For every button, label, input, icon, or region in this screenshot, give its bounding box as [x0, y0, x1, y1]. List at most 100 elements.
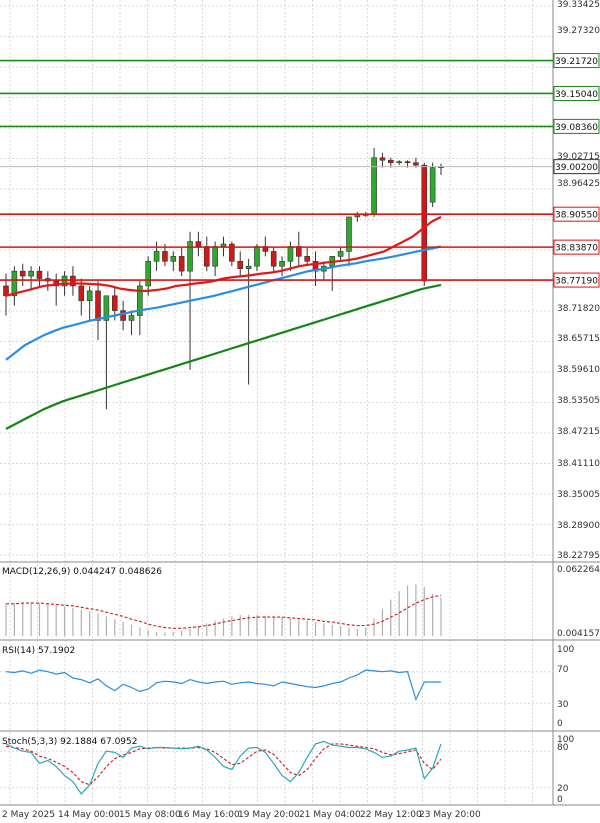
candle-body-up	[11, 270, 18, 297]
time-tick-label: 15 May 08:00	[119, 810, 181, 820]
stoch-d-line	[5, 743, 442, 786]
moving-average-blue	[5, 245, 442, 361]
candle-body-up	[287, 246, 294, 262]
candle-body-up	[187, 241, 193, 272]
macd-signal-line	[6, 594, 442, 629]
candle	[70, 266, 76, 296]
candle	[254, 244, 260, 272]
last-price-box	[553, 159, 600, 175]
candle	[45, 271, 51, 291]
candle	[287, 241, 294, 272]
candle	[396, 160, 402, 166]
candle-body-down	[19, 270, 26, 277]
candle	[245, 258, 252, 385]
rsi-tick-label: 0	[557, 719, 563, 729]
candle	[19, 263, 26, 286]
candle-body-up	[170, 256, 177, 262]
rsi-tick-label: 100	[557, 645, 574, 655]
candle	[78, 278, 85, 316]
level-label: 38.83870	[555, 244, 598, 254]
candle-body-up	[137, 285, 143, 316]
candle-body-up	[279, 260, 285, 267]
candle	[270, 246, 277, 272]
candle-body-up	[220, 243, 227, 247]
candle	[337, 246, 344, 262]
candle-body-up	[103, 295, 110, 321]
candle-body-up	[28, 270, 34, 277]
candle	[413, 157, 419, 168]
macd-panel: MACD(12,26,9) 0.044247 0.048626	[2, 567, 442, 636]
level-label: 38.77190	[555, 277, 598, 287]
price-tick-label: 38.53505	[557, 396, 600, 406]
candle	[195, 231, 202, 257]
rsi-panel: RSI(14) 57.1902	[0, 646, 553, 704]
candle	[279, 256, 285, 277]
candle-body-down	[203, 246, 210, 267]
candle	[295, 231, 302, 267]
time-tick-label: 14 May 00:00	[58, 810, 120, 820]
candle	[237, 251, 244, 277]
candle-body-down	[95, 290, 101, 321]
candle-body-up	[61, 275, 68, 287]
price-tick-label: 38.41110	[557, 459, 600, 469]
time-tick-label: 2 May 2025	[2, 810, 55, 820]
candle	[145, 256, 152, 296]
price-tick-label: 38.28900	[557, 521, 600, 531]
candle-body-up	[346, 216, 352, 252]
moving-average-green	[5, 283, 442, 430]
candle	[103, 295, 110, 410]
stoch-tick-label: 80	[557, 743, 569, 753]
candle	[53, 273, 59, 306]
rsi-tick-label: 70	[557, 665, 569, 675]
candle-body-down	[421, 164, 428, 282]
candle-body-up	[254, 246, 260, 267]
candle-body-up	[337, 251, 344, 257]
stoch-tick-label: 100	[557, 735, 574, 745]
candle-body-down	[379, 157, 386, 161]
stoch-tick-label: 20	[557, 784, 569, 794]
candle-body-down	[229, 243, 235, 262]
candle-body-down	[111, 295, 118, 311]
candle	[438, 163, 444, 176]
time-tick-label: 22 May 12:00	[360, 810, 422, 820]
level-label-box	[553, 85, 600, 101]
candle-body-down	[178, 256, 185, 272]
candle	[36, 266, 43, 286]
candle-body-down	[404, 161, 411, 163]
candle-body-up	[212, 246, 218, 267]
price-tick-label: 38.47215	[557, 427, 600, 437]
price-tick-label: 39.02715	[557, 152, 600, 162]
stoch-k-line	[5, 740, 442, 795]
level-label-box	[553, 239, 600, 255]
candle	[304, 246, 310, 267]
candle-body-down	[237, 260, 244, 269]
level-label: 39.21720	[555, 57, 598, 67]
price-tick-label: 38.35005	[557, 490, 600, 500]
grid	[0, 0, 600, 806]
level-label-box	[553, 272, 600, 288]
stoch-tick-label: 0	[557, 795, 563, 805]
candle-body-down	[36, 270, 43, 279]
macd-tick-label: 0.004157	[557, 629, 600, 639]
level-label: 39.08360	[555, 123, 598, 133]
candle-body-down	[295, 246, 302, 257]
macd-label: MACD(12,26,9) 0.044247 0.048626	[2, 567, 162, 577]
candle-body-up	[153, 251, 160, 262]
candle	[421, 162, 428, 286]
price-tick-label: 38.59610	[557, 365, 600, 375]
last-price-label: 39.00200	[555, 163, 598, 173]
candle	[203, 236, 210, 272]
rsi-line	[5, 669, 441, 702]
stoch-label: Stoch(5,3,3) 92.1884 67.0952	[2, 737, 137, 747]
rsi-tick-label: 30	[557, 700, 569, 710]
moving-average-red	[5, 215, 442, 297]
stoch-panel: Stoch(5,3,3) 92.1884 67.0952	[0, 737, 553, 795]
candle	[379, 152, 386, 168]
candle-body-down	[120, 310, 126, 321]
candle	[11, 266, 18, 306]
candle-body-up	[86, 290, 93, 302]
candle	[170, 251, 177, 272]
price-tick-label: 38.22795	[557, 551, 600, 561]
